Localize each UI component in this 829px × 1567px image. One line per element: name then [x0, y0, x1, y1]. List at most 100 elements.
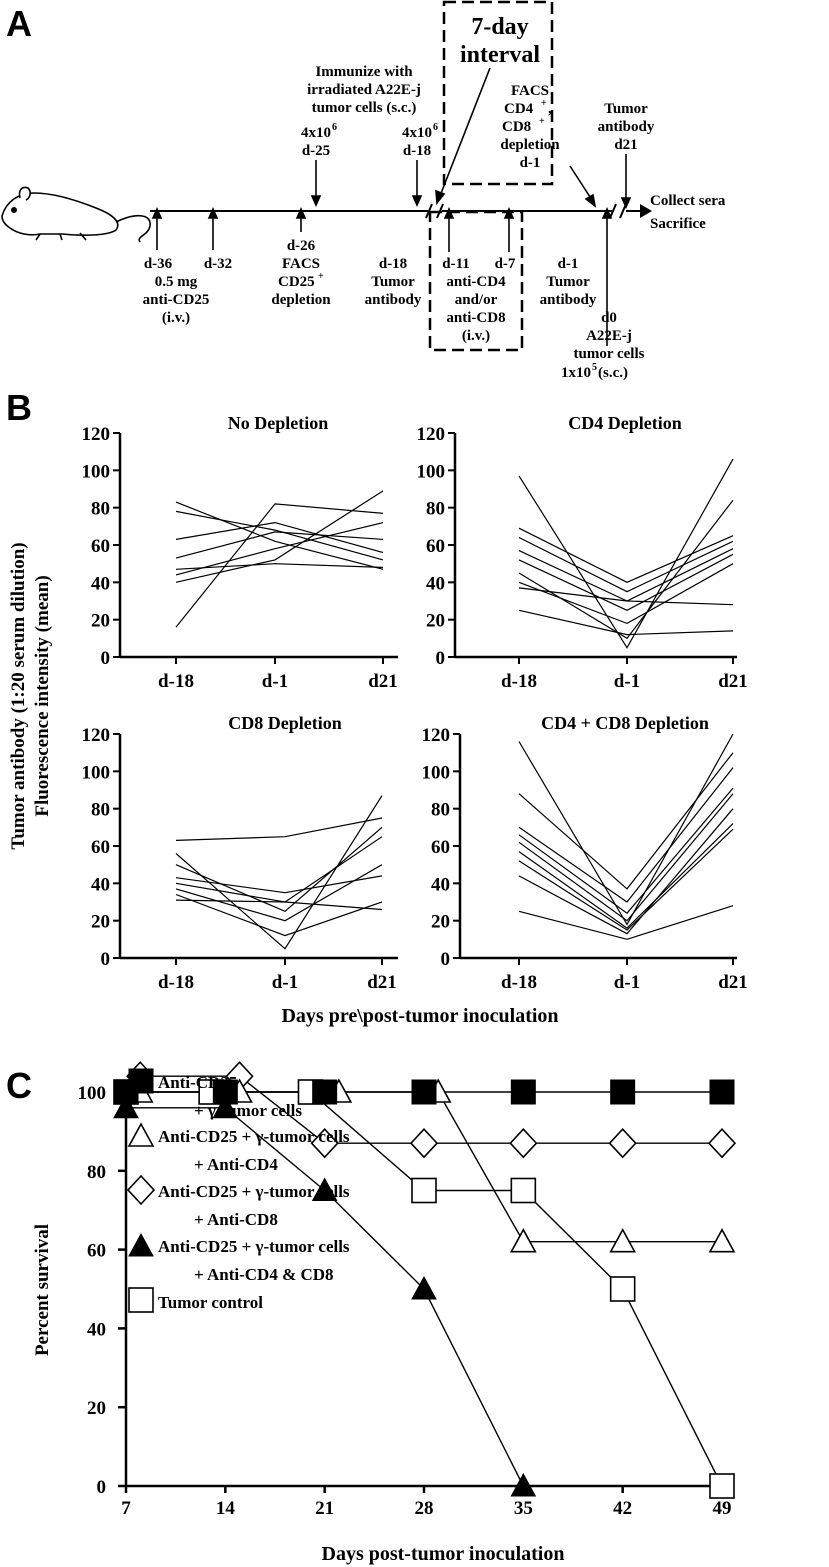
- survival-chart: 0 20 40 60 80 100 7 14 21 28 35 42 49 Days post-tumor…: [32, 1061, 737, 1565]
- interval-box: [442, 0, 554, 186]
- y-tick-label: 120: [82, 725, 111, 746]
- dose1-exponent: 6: [332, 122, 337, 133]
- survival-point: [510, 1472, 537, 1497]
- series-line: [175, 501, 384, 570]
- d36-label: d-36: [144, 256, 173, 272]
- y-tick-label: 20: [426, 611, 445, 632]
- d32-label: d-32: [204, 256, 232, 272]
- anti-cd25-label-2: anti-CD25: [143, 292, 210, 308]
- legend-label: + γ-tumor cells: [194, 1101, 302, 1120]
- x-tick-label: d21: [718, 671, 748, 692]
- y-tick-label: 0: [101, 949, 111, 970]
- survival-point: [113, 1094, 139, 1119]
- panel-b-ylabel-2: Fluorescence intensity (mean): [32, 575, 53, 816]
- dose1-day: d-25: [302, 143, 330, 159]
- survival-point: [411, 1079, 437, 1105]
- anti-cd25-label-3: (i.v.): [162, 310, 190, 326]
- x-tick-label: 7: [121, 1498, 131, 1519]
- survival-point: [709, 1079, 735, 1105]
- immunize-label-1: Immunize with: [315, 64, 413, 80]
- series-line: [518, 905, 734, 940]
- y-tick-label: 0: [436, 648, 446, 669]
- x-tick-label: 49: [713, 1498, 732, 1519]
- series-line: [518, 609, 734, 636]
- x-tick-label: d-18: [501, 972, 537, 993]
- survival-point: [310, 1128, 339, 1159]
- facs-cd48-cd4: CD4: [504, 101, 534, 117]
- series-line: [518, 787, 734, 915]
- mouse-icon: [1, 186, 151, 243]
- y-tick-label: 80: [431, 800, 450, 821]
- y-tick-label: 100: [82, 762, 111, 783]
- legend-marker: [128, 1232, 154, 1257]
- series-line: [518, 499, 734, 640]
- depletion-chart-2: CD4 Depletion 0 20 40 60 80 100 120 d-18 d-1 d21: [417, 413, 748, 692]
- x-tick-label: d21: [367, 972, 397, 993]
- series-line: [175, 563, 384, 570]
- y-axis-title: Percent survival: [32, 1224, 53, 1356]
- legend-label: + Anti-CD4 & CD8: [194, 1265, 334, 1284]
- y-tick-label: 0: [441, 949, 451, 970]
- survival-point: [311, 1177, 338, 1201]
- facs-cd48-depletion: depletion: [500, 137, 560, 153]
- y-tick-label: 120: [422, 725, 451, 746]
- survival-point: [212, 1094, 239, 1119]
- y-tick-label: 100: [422, 762, 451, 783]
- series-line: [175, 899, 383, 911]
- x-tick-label: d21: [368, 671, 398, 692]
- y-tick-label: 80: [91, 499, 110, 520]
- series-line: [175, 864, 383, 922]
- survival-point: [708, 1228, 736, 1253]
- survival-point: [409, 1128, 439, 1159]
- x-tick-label: d-1: [262, 671, 288, 692]
- y-tick-label: 120: [82, 424, 111, 445]
- d11-label: d-11: [442, 256, 470, 272]
- y-tick-label: 60: [431, 837, 450, 858]
- facs-cd25-depletion: depletion: [271, 292, 331, 308]
- facs-cd48-cd8: CD8: [502, 119, 531, 135]
- y-tick-label: 60: [426, 536, 445, 557]
- tumor-ab-d1-label-2: antibody: [540, 292, 597, 308]
- series-line: [518, 553, 734, 611]
- tumor-ab-d21-label-1: Tumor: [604, 101, 648, 117]
- dose2-value: 4x10: [402, 125, 432, 141]
- x-tick-label: d-1: [614, 972, 640, 993]
- tumor-ab-d1-day: d-1: [558, 256, 579, 272]
- legend-label: + Anti-CD8: [194, 1210, 278, 1229]
- x-tick-label: d-18: [501, 671, 537, 692]
- survival-point: [608, 1128, 637, 1159]
- legend-label: Anti-CD25 + γ-tumor cells: [158, 1237, 350, 1256]
- facs-cd48-cd8-sup: +: [539, 116, 545, 127]
- x-tick-label: 42: [613, 1498, 632, 1519]
- d0-label-2: A22E-j: [586, 328, 632, 344]
- x-tick-label: 21: [315, 1498, 334, 1519]
- series-line: [518, 752, 734, 890]
- interval-label-1: 7-day: [471, 14, 528, 40]
- facs-cd25-day: d-26: [287, 238, 316, 254]
- dose1-value: 4x10: [301, 125, 331, 141]
- survival-point: [709, 1473, 735, 1499]
- survival-point: [411, 1275, 437, 1300]
- survival-point: [411, 1177, 437, 1204]
- series-line: [175, 893, 383, 937]
- collect-sera-label: Collect sera: [650, 193, 726, 209]
- series-line: [175, 826, 383, 912]
- survival-point: [509, 1128, 538, 1159]
- y-tick-label: 100: [417, 461, 446, 482]
- survival-point: [509, 1228, 537, 1253]
- series-line: [518, 808, 734, 935]
- immunize-label-3: tumor cells (s.c.): [312, 100, 417, 116]
- panel-b-xlabel: Days pre\post-tumor inoculation: [281, 1005, 558, 1027]
- y-tick-label: 120: [417, 424, 446, 445]
- y-tick-label: 20: [87, 1398, 106, 1419]
- panel-b-ylabel-1: Tumor antibody (1:20 serum dilution): [8, 542, 29, 849]
- y-tick-label: 40: [87, 1319, 106, 1340]
- survival-point: [510, 1177, 537, 1204]
- tumor-ab-d21-label-2: antibody: [598, 119, 655, 135]
- tumor-ab-d21-label-3: d21: [614, 137, 637, 153]
- dose2-day: d-18: [403, 143, 431, 159]
- legend-marker: [127, 1122, 155, 1147]
- chart-title: CD8 Depletion: [228, 713, 342, 733]
